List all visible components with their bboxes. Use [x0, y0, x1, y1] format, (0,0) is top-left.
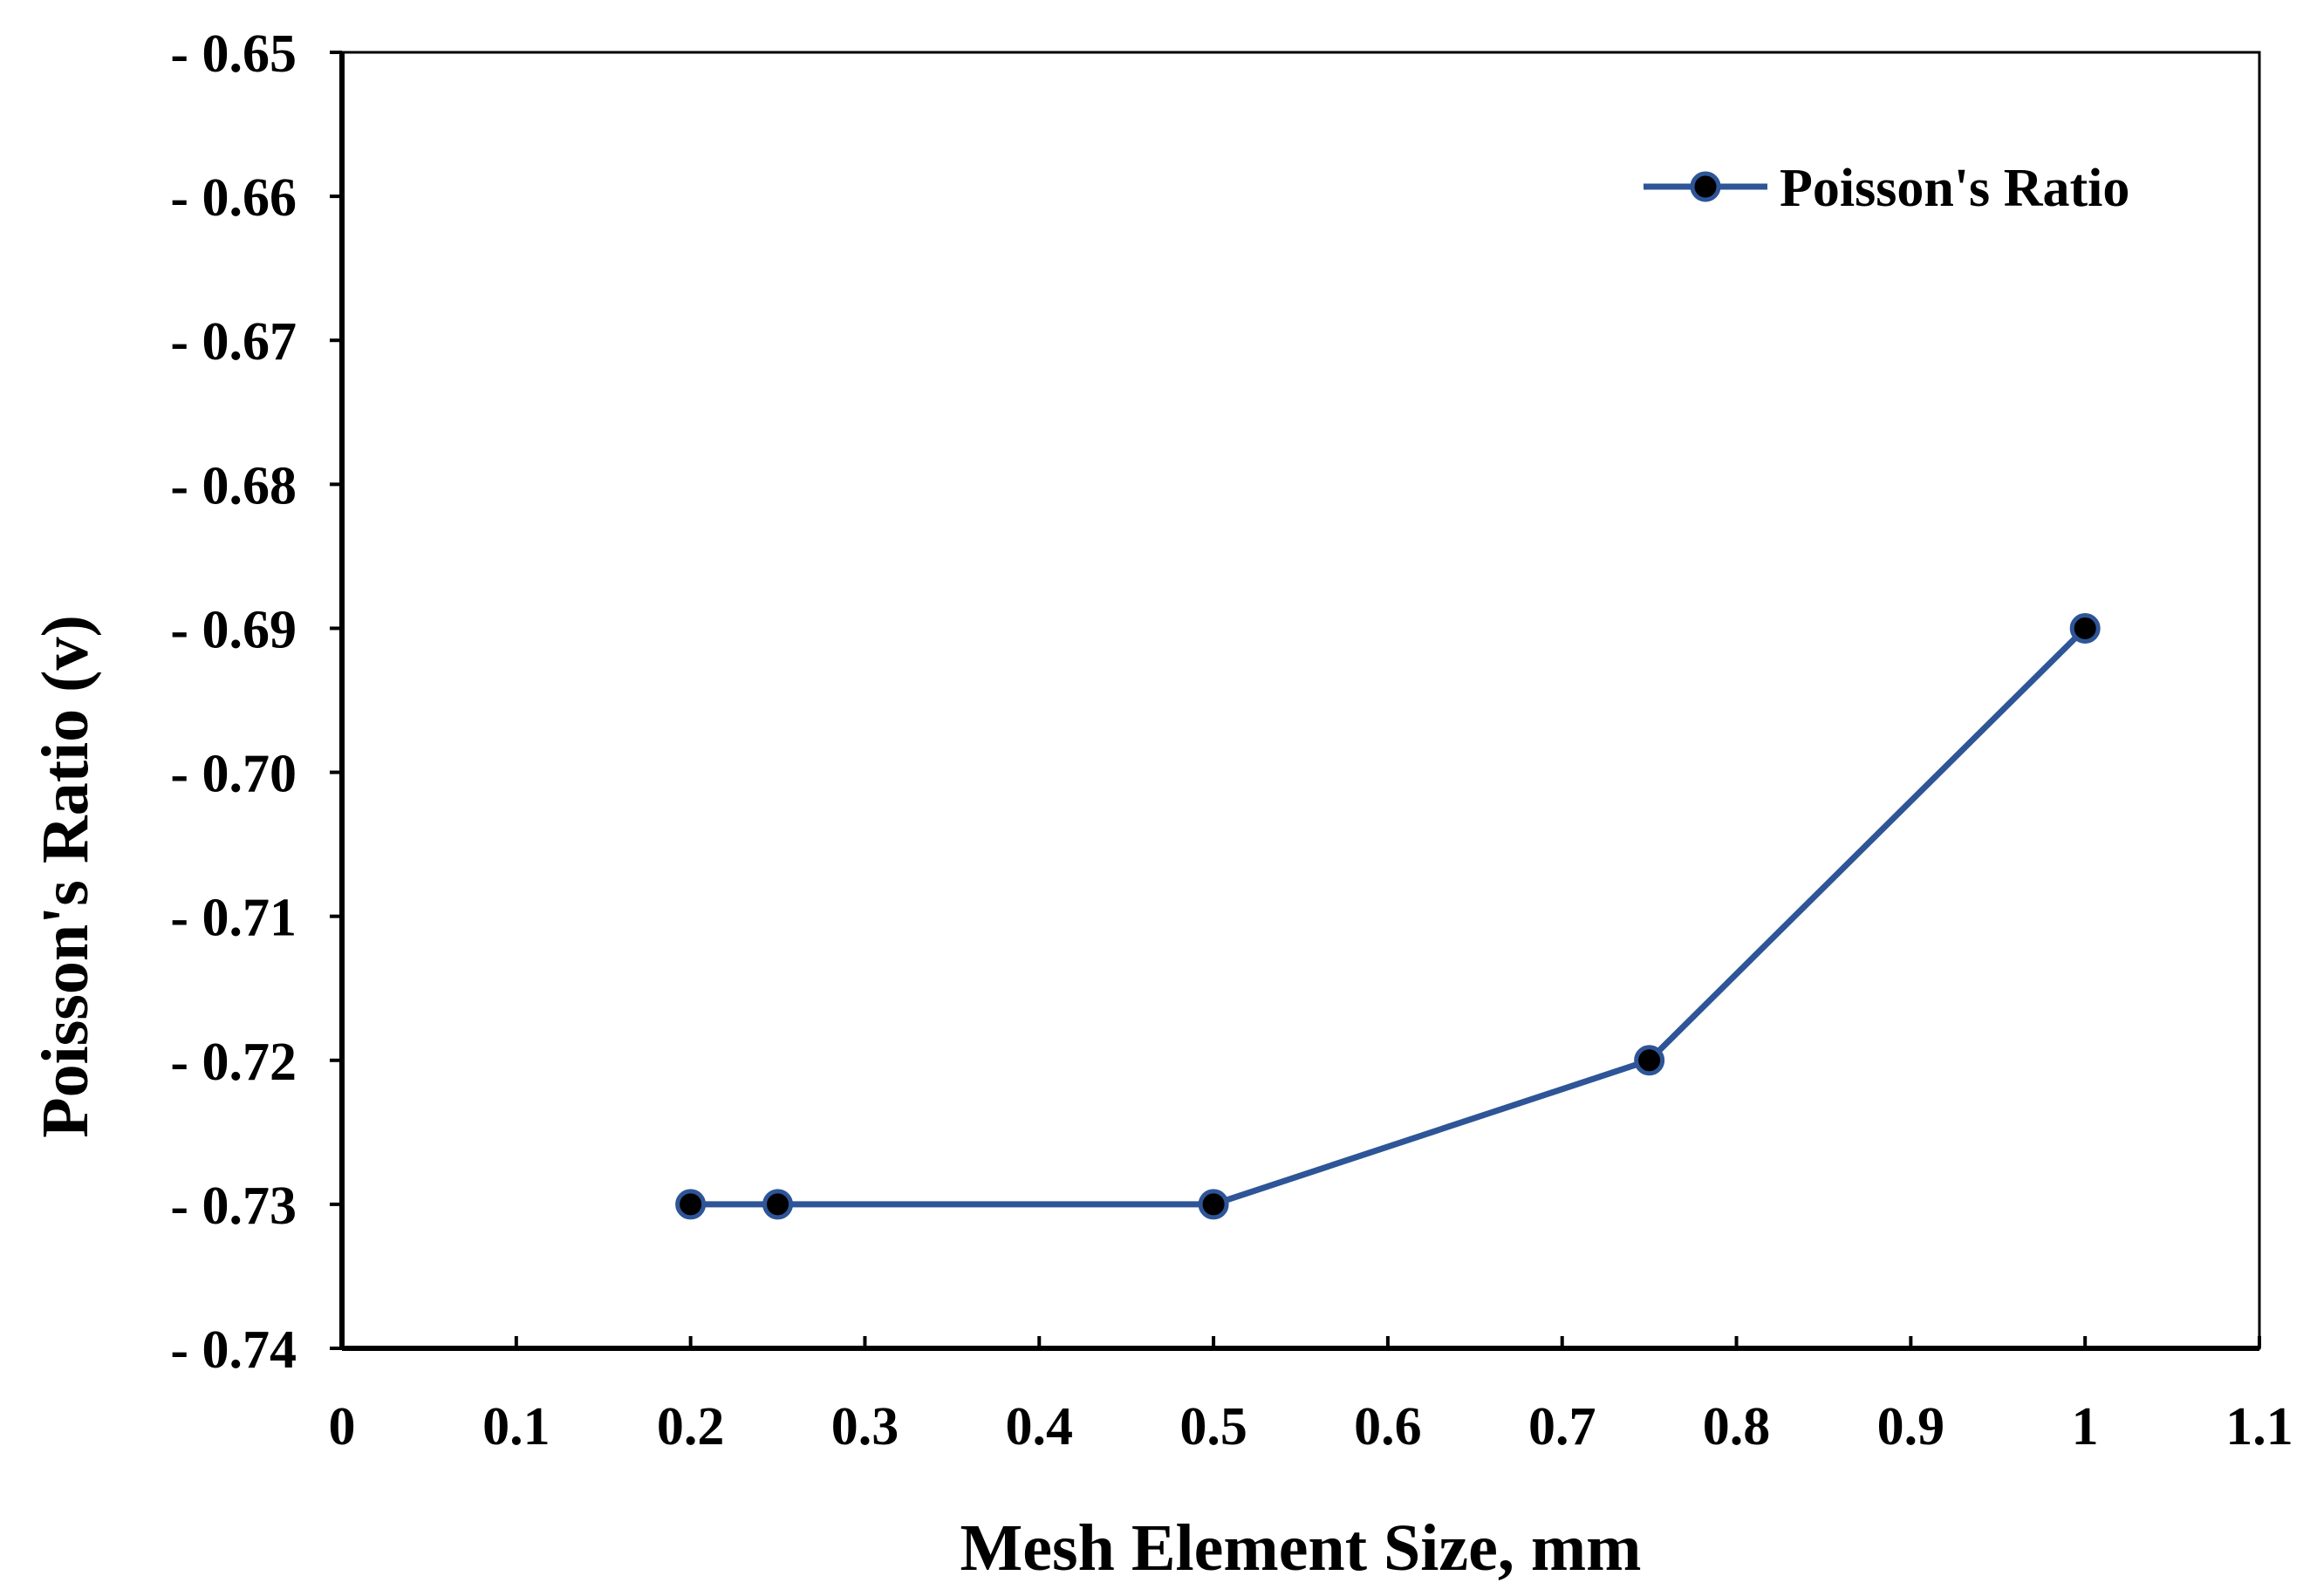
y-tick-label: - 0.67	[170, 312, 297, 372]
x-tick-label: 0.9	[1877, 1397, 1945, 1456]
x-tick-label: 0.2	[657, 1397, 725, 1456]
legend-label: Poisson's Ratio	[1780, 159, 2129, 218]
y-tick-label: - 0.66	[170, 168, 297, 228]
x-tick-label: 0.3	[831, 1397, 899, 1456]
x-tick-label: 0.8	[1703, 1397, 1771, 1456]
data-point	[2069, 612, 2101, 644]
y-tick-label: - 0.73	[170, 1177, 297, 1236]
y-tick-label: - 0.71	[170, 889, 297, 948]
x-tick-label: 0	[329, 1397, 356, 1456]
data-point	[1198, 1189, 1229, 1220]
y-tick-label: - 0.72	[170, 1033, 297, 1092]
x-tick-label: 0.5	[1179, 1397, 1247, 1456]
y-tick-label: - 0.65	[170, 24, 297, 84]
y-axis-title: Poisson's Ratio (v)	[29, 615, 102, 1138]
series-poissons-ratio	[675, 612, 2101, 1220]
x-tick-label: 0.4	[1006, 1397, 1074, 1456]
x-tick-label: 0.1	[482, 1397, 550, 1456]
data-point	[675, 1189, 707, 1220]
legend-marker	[1690, 171, 1721, 202]
x-tick-label: 0.6	[1354, 1397, 1422, 1456]
y-tick-label: - 0.70	[170, 745, 297, 804]
x-axis-title: Mesh Element Size, mm	[960, 1511, 1642, 1585]
y-tick-label: - 0.69	[170, 600, 297, 659]
y-tick-label: - 0.74	[170, 1320, 297, 1380]
x-tick-label: 0.7	[1528, 1397, 1596, 1456]
x-axis-tick-labels: 0 0.1 0.2 0.3 0.4 0.5 0.6 0.7 0.8 0.9 1 1.1	[329, 1397, 2293, 1456]
y-axis-tick-labels: - 0.65 - 0.66 - 0.67 - 0.68 - 0.69 - 0.70 - 0.…	[170, 24, 297, 1380]
data-point	[762, 1189, 794, 1220]
x-tick-label: 1.1	[2225, 1397, 2293, 1456]
y-tick-label: - 0.68	[170, 456, 297, 515]
data-point	[1634, 1045, 1665, 1076]
x-tick-label: 1	[2072, 1397, 2099, 1456]
legend: Poisson's Ratio	[1644, 159, 2129, 218]
